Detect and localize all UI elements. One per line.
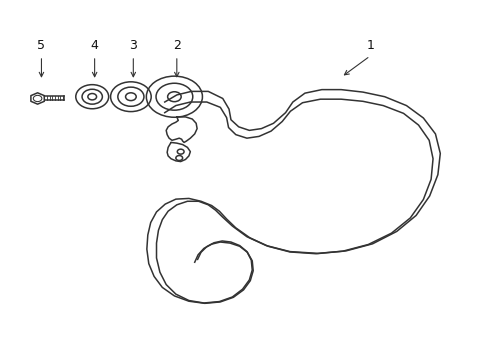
- Text: 1: 1: [366, 39, 373, 52]
- Text: 4: 4: [90, 39, 99, 52]
- Text: 2: 2: [173, 39, 181, 52]
- Text: 5: 5: [38, 39, 45, 52]
- Text: 3: 3: [129, 39, 137, 52]
